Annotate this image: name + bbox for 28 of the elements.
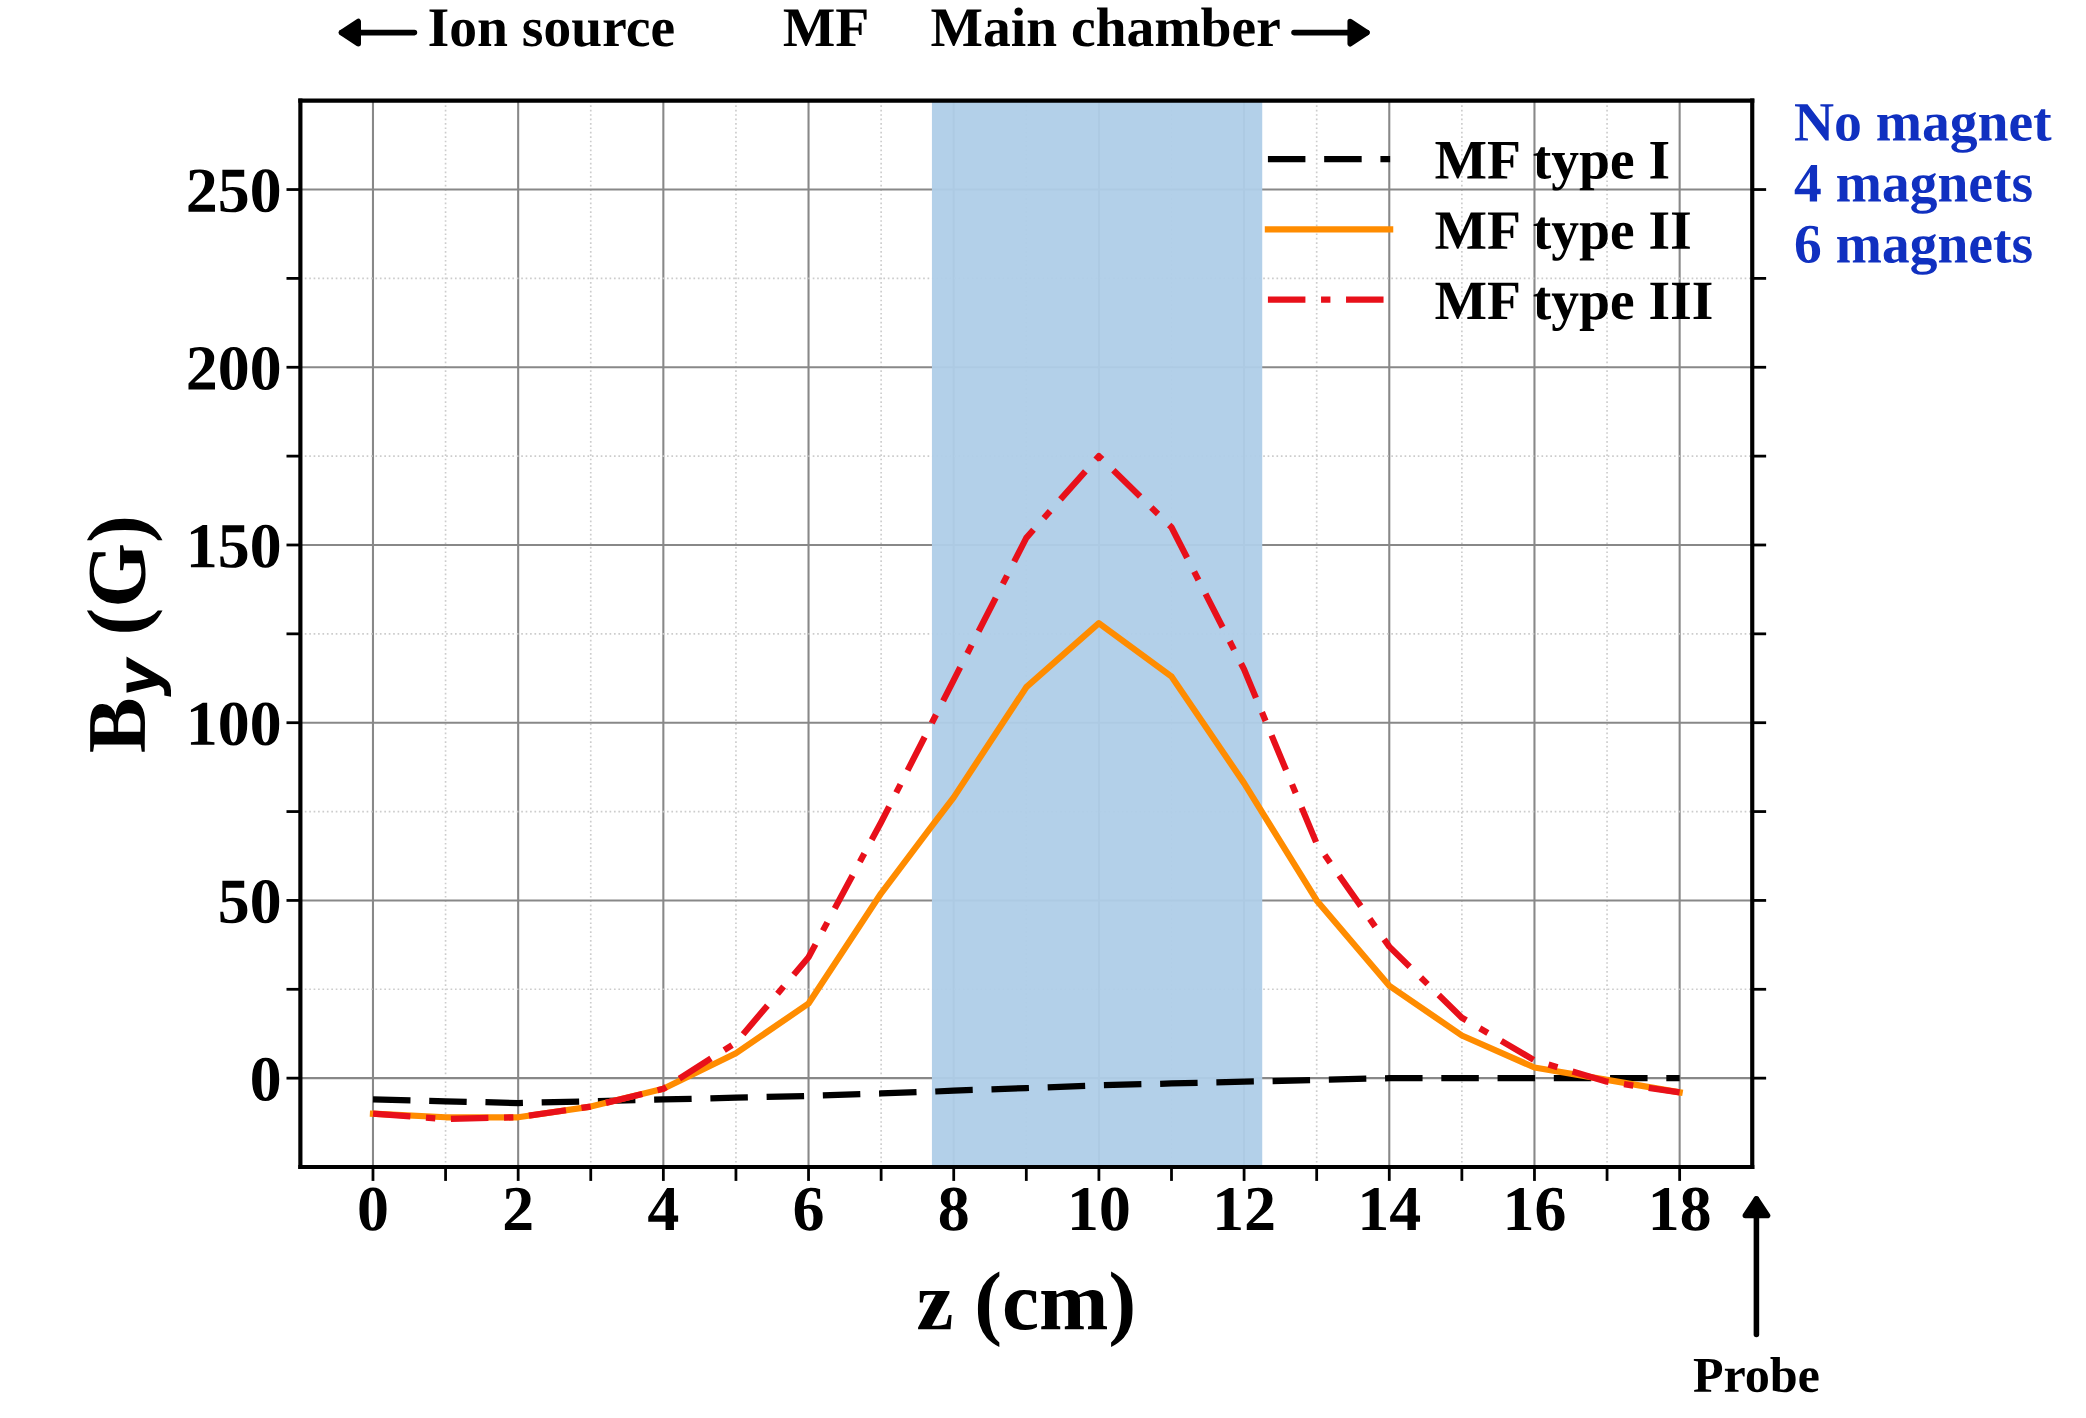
x-tick-label: 4 bbox=[648, 1188, 679, 1231]
text: 4 magnets bbox=[1794, 164, 2032, 214]
x-tick-label: 0 bbox=[359, 1187, 387, 1231]
x-tick-label: 14 bbox=[1362, 1187, 1421, 1231]
legend-label: MF type III bbox=[1435, 282, 1712, 332]
x-tick-label: 18 bbox=[1652, 1187, 1710, 1231]
legend-label: MF type II bbox=[1435, 212, 1690, 261]
text: Main chamber bbox=[931, 7, 1280, 47]
x-tick-label: 16 bbox=[1507, 1187, 1565, 1231]
y-tick-label: 100 bbox=[190, 702, 280, 746]
y-tick-label: 200 bbox=[188, 346, 280, 391]
y-tick-label: 50 bbox=[220, 880, 280, 924]
x-tick-label: 8 bbox=[939, 1187, 968, 1231]
x-tick-label: 10 bbox=[1072, 1187, 1129, 1231]
x-tick-label: 6 bbox=[794, 1187, 823, 1231]
text: Probe bbox=[1693, 1357, 1819, 1393]
y-tick-label: 150 bbox=[190, 524, 280, 568]
x-tick-label: 2 bbox=[504, 1187, 532, 1231]
y-tick-label: 0 bbox=[252, 1057, 280, 1101]
y-tick-label: 250 bbox=[188, 169, 280, 213]
text: No magnet bbox=[1795, 104, 2052, 153]
text: Ion source bbox=[429, 9, 674, 47]
text: MF bbox=[783, 9, 867, 46]
x-tick-label: 12 bbox=[1217, 1187, 1274, 1231]
x-axis-title: z (cm) bbox=[918, 1271, 1133, 1348]
text: 6 magnets bbox=[1795, 225, 2032, 275]
legend-label: MF type I bbox=[1435, 142, 1669, 191]
y-axis-title: B$_{y}$ (G) bbox=[86, 518, 171, 752]
